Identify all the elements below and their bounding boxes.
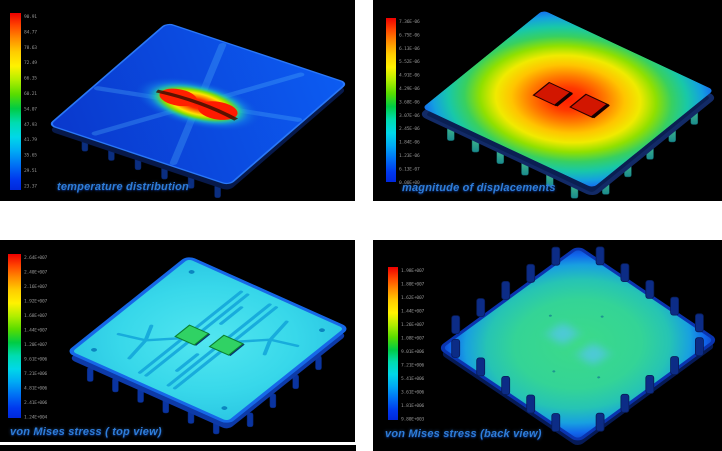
- colorbar-tick-label: 5.52E-06: [399, 59, 420, 65]
- colorbar-tick-label: 4.81E+006: [24, 386, 48, 392]
- colorbar-tick-label: 4.91E-06: [399, 73, 420, 79]
- colorbar-tick-label: 2.40E+007: [24, 270, 48, 276]
- colorbar-tick-label: 2.41E+006: [24, 400, 48, 406]
- colorbar-tick-label: 7.36E-06: [399, 19, 420, 25]
- colorbar-tick-label: 60.21: [24, 91, 37, 97]
- colorbar-tick-labels: 2.64E+007 2.40E+007 2.16E+007 1.92E+007 1.68…: [24, 255, 48, 421]
- colorbar-tick-label: 6.13E-06: [399, 46, 420, 52]
- panel-caption: temperature distribution: [57, 181, 189, 193]
- colorbar-tick-label: 1.98E+007: [401, 268, 425, 274]
- panel-temperature: 90.91 84.77 78.63 72.49 66.35 60.21 54.07 47.93…: [0, 0, 355, 201]
- die-edge-line: [155, 89, 239, 121]
- panel-von-mises-back: 1.98E+007 1.80E+007 1.62E+007 1.44E+007 1.26…: [373, 240, 722, 451]
- colorbar-tick-label: 7.21E+006: [401, 363, 425, 369]
- displacement-plot: 7.36E-06 6.75E-06 6.13E-06 5.52E-06 4.91E-06…: [386, 10, 715, 199]
- colorbar-tick-label: 23.37: [24, 183, 37, 189]
- colorbar-tick-label: 29.51: [24, 168, 37, 174]
- colorbar-tick-label: 3.61E+006: [401, 390, 425, 396]
- pcb-pins: [451, 246, 704, 432]
- colorbar-tick-labels: 7.36E-06 6.75E-06 6.13E-06 5.52E-06 4.91E-06…: [399, 19, 420, 186]
- bottom-black-strip: [0, 445, 356, 451]
- colorbar-tick-label: 84.77: [24, 29, 37, 35]
- colorbar-tick-label: 0.00E+00: [399, 180, 420, 186]
- via-dots: [548, 314, 604, 379]
- colorbar-tick-label: 1.24E+004: [24, 415, 48, 421]
- colorbar: 1.98E+007 1.80E+007 1.62E+007 1.44E+007 1.26…: [388, 267, 425, 423]
- plate-top-face: [49, 23, 347, 185]
- die-chips: [174, 324, 245, 356]
- colorbar-tick-labels: 1.98E+007 1.80E+007 1.62E+007 1.44E+007 1.26…: [401, 268, 425, 423]
- panel-caption: magnitude of displacements: [402, 182, 556, 194]
- colorbar-tick-label: 6.13E-07: [399, 166, 420, 172]
- colorbar-tick-label: 1.44E+007: [401, 309, 425, 315]
- colorbar-tick-label: 1.26E+007: [401, 322, 425, 328]
- colorbar-tick-label: 2.64E+007: [24, 255, 48, 261]
- colorbar: 90.91 84.77 78.63 72.49 66.35 60.21 54.07 47.93…: [10, 13, 37, 190]
- temperature-plot: 90.91 84.77 78.63 72.49 66.35 60.21 54.07 47.93…: [10, 13, 347, 198]
- colorbar-tick-labels: 90.91 84.77 78.63 72.49 66.35 60.21 54.07 47.93…: [24, 14, 37, 189]
- colorbar-tick-label: 4.29E-06: [399, 86, 420, 92]
- colorbar-tick-label: 41.79: [24, 137, 37, 143]
- pcb-pins: [86, 355, 322, 435]
- colorbar-tick-label: 1.23E-06: [399, 153, 420, 159]
- die-edge-line: [554, 92, 610, 119]
- panel-displacements: 7.36E-06 6.75E-06 6.13E-06 5.52E-06 4.91E-06…: [373, 0, 722, 201]
- colorbar-tick-label: 6.75E-06: [399, 32, 420, 38]
- panel-caption: von Mises stress ( top view): [10, 426, 162, 438]
- colorbar-tick-label: 54.07: [24, 106, 37, 112]
- colorbar-tick-label: 3.07E-06: [399, 113, 420, 119]
- panel-von-mises-top: 2.64E+007 2.40E+007 2.16E+007 1.92E+007 1.68…: [0, 240, 355, 442]
- colorbar-tick-label: 9.01E+006: [401, 349, 425, 355]
- colorbar-tick-label: 2.16E+007: [24, 284, 48, 290]
- colorbar-tick-label: 7.21E+006: [24, 371, 48, 377]
- colorbar-tick-label: 2.45E-06: [399, 126, 420, 132]
- colorbar-tick-label: 47.93: [24, 122, 37, 128]
- panel-caption: von Mises stress (back view): [385, 428, 542, 440]
- colorbar-tick-label: 1.62E+007: [401, 295, 425, 301]
- colorbar-tick-label: 1.20E+007: [24, 342, 48, 348]
- colorbar-tick-label: 1.68E+007: [24, 313, 48, 319]
- colorbar: 7.36E-06 6.75E-06 6.13E-06 5.52E-06 4.91E-06…: [386, 18, 420, 186]
- colorbar-tick-label: 35.65: [24, 153, 37, 159]
- plate-top-face: [69, 257, 347, 423]
- colorbar-tick-label: 3.68E-06: [399, 99, 420, 105]
- colorbar-tick-label: 72.49: [24, 60, 37, 66]
- colorbar-tick-label: 66.35: [24, 76, 37, 82]
- von-mises-top-plot: 2.64E+007 2.40E+007 2.16E+007 1.92E+007 1.68…: [8, 254, 347, 435]
- colorbar-tick-label: 1.44E+007: [24, 328, 48, 334]
- die-footprints: [546, 322, 610, 366]
- colorbar-tick-label: 9.61E+006: [24, 357, 48, 363]
- plate-back-face: [440, 247, 716, 441]
- colorbar-tick-label: 5.41E+006: [401, 376, 425, 382]
- plate-top-face: [422, 10, 714, 188]
- corner-holes: [91, 270, 325, 410]
- colorbar-tick-label: 9.80E+003: [401, 417, 425, 423]
- colorbar-tick-label: 1.92E+007: [24, 299, 48, 305]
- colorbar: 2.64E+007 2.40E+007 2.16E+007 1.92E+007 1.68…: [8, 254, 48, 421]
- colorbar-tick-label: 1.81E+006: [401, 403, 425, 409]
- colorbar-tick-label: 1.84E-06: [399, 140, 420, 146]
- von-mises-back-plot: 1.98E+007 1.80E+007 1.62E+007 1.44E+007 1.26…: [388, 246, 716, 446]
- colorbar-tick-label: 90.91: [24, 14, 37, 20]
- colorbar-tick-label: 1.80E+007: [401, 282, 425, 288]
- colorbar-tick-label: 1.08E+007: [401, 336, 425, 342]
- colorbar-tick-label: 78.63: [24, 45, 37, 51]
